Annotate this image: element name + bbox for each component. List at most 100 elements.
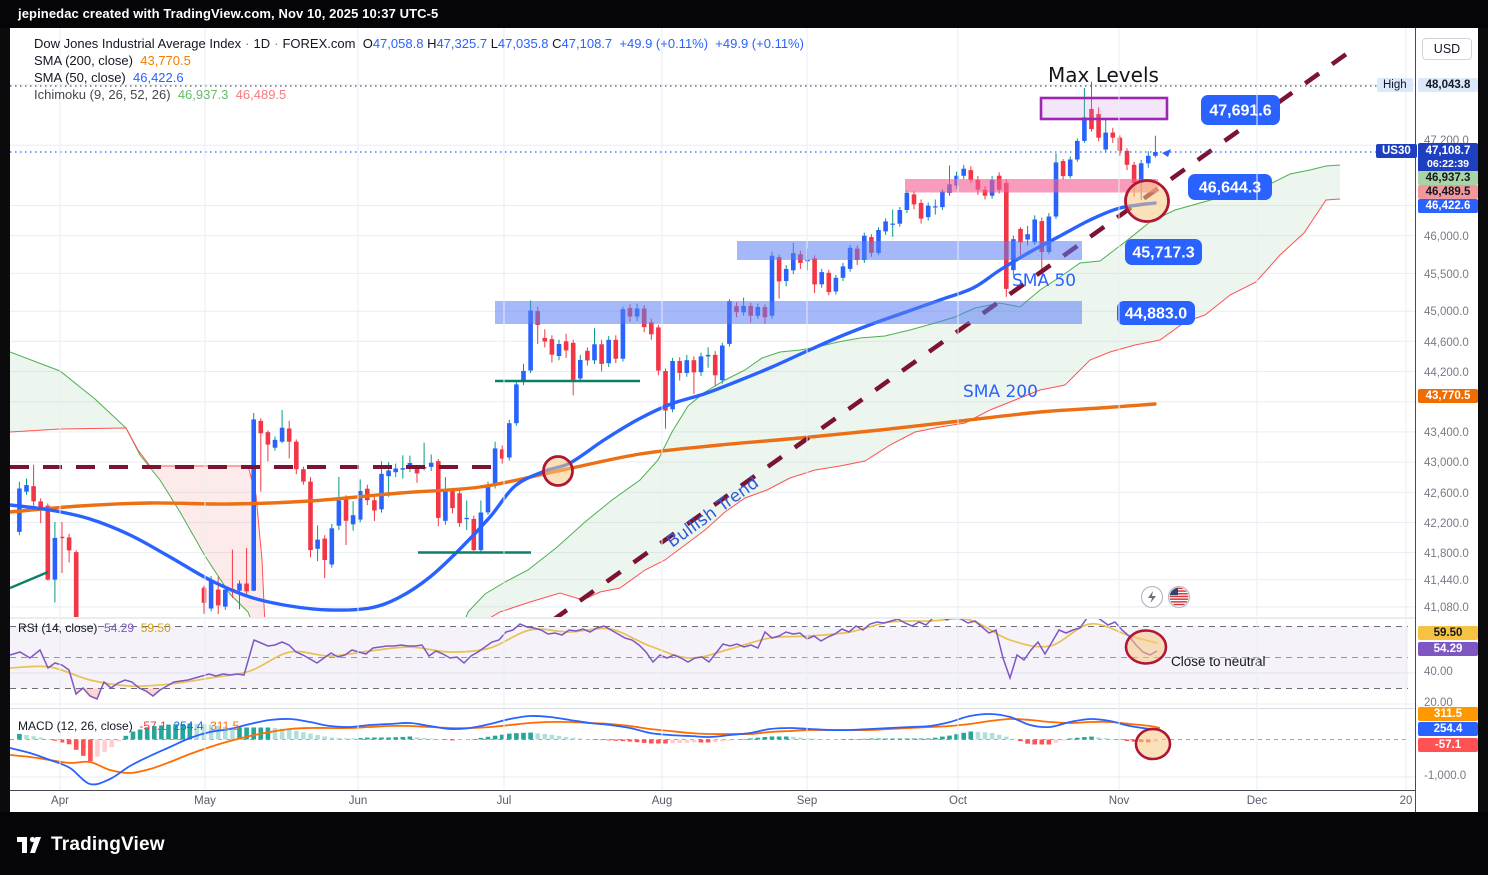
candle-body[interactable] [918, 202, 924, 219]
candle-body[interactable] [45, 505, 51, 580]
candle-body[interactable] [982, 189, 988, 196]
candle-body[interactable] [1060, 161, 1066, 177]
candle-body[interactable] [215, 589, 221, 606]
candle-body[interactable] [315, 539, 320, 549]
candle-body[interactable] [457, 493, 462, 524]
ichimoku-label[interactable]: Ichimoku (9, 26, 52, 26) [34, 87, 171, 102]
support-line-teal-3[interactable] [10, 570, 49, 590]
candle-body[interactable] [265, 432, 271, 445]
candle-body[interactable] [819, 272, 824, 285]
candle-body[interactable] [38, 501, 43, 509]
candle-body[interactable] [329, 528, 335, 565]
candle-body[interactable] [599, 344, 604, 364]
candle-body[interactable] [450, 491, 455, 509]
level-chip-457173[interactable]: 45,717.3 [1125, 239, 1202, 265]
candle-body[interactable] [691, 360, 697, 373]
candle-body[interactable] [720, 345, 725, 381]
candle-body[interactable] [499, 449, 505, 459]
candle-body[interactable] [585, 350, 590, 361]
currency-selector[interactable]: USD [1422, 38, 1472, 60]
candle-body[interactable] [783, 268, 789, 281]
sma50-legend[interactable]: SMA (50, close) 46,422.6 [34, 70, 184, 85]
max-levels-box[interactable] [1039, 96, 1169, 121]
candle-body[interactable] [258, 420, 264, 434]
candle-body[interactable] [656, 327, 661, 371]
level-chip-448830[interactable]: 44,883.0 [1117, 301, 1195, 325]
max-levels-annotation[interactable]: Max Levels [1048, 63, 1159, 87]
candle-body[interactable] [1124, 150, 1130, 165]
candle-body[interactable] [1018, 228, 1023, 243]
highlight-circle-2[interactable] [1124, 179, 1170, 223]
resistance-zone-pink[interactable] [905, 179, 1158, 193]
candle-body[interactable] [443, 491, 448, 521]
candle-body[interactable] [1004, 182, 1009, 289]
candle-body[interactable] [379, 473, 384, 510]
candle-body[interactable] [663, 371, 668, 411]
highlight-circle-1[interactable] [542, 455, 574, 487]
candle-body[interactable] [698, 356, 704, 373]
support-zone-blue-1[interactable] [737, 241, 1082, 260]
candle-body[interactable] [244, 583, 249, 592]
rsi-legend[interactable]: RSI (14, close) 54.29 59.50 [18, 621, 171, 635]
candle-body[interactable] [1075, 140, 1080, 160]
candle-body[interactable] [322, 538, 327, 560]
candle-body[interactable] [279, 427, 285, 442]
candle-body[interactable] [1117, 137, 1123, 151]
candle-body[interactable] [414, 468, 420, 474]
rsi-label[interactable]: RSI (14, close) [18, 621, 98, 635]
candle-body[interactable] [670, 361, 675, 410]
candle-body[interactable] [933, 206, 938, 208]
sma50-label[interactable]: SMA (50, close) [34, 70, 126, 85]
candle-body[interactable] [968, 170, 974, 180]
rsi-highlight-circle[interactable] [1124, 629, 1168, 665]
candle-body[interactable] [400, 468, 406, 470]
candle-body[interactable] [464, 517, 469, 520]
candle-body[interactable] [940, 191, 945, 208]
tradingview-logo[interactable]: TradingView [16, 832, 165, 858]
candle-body[interactable] [769, 255, 775, 316]
candle-body[interactable] [791, 253, 796, 271]
level-chip-466443[interactable]: 46,644.3 [1188, 174, 1272, 200]
candle-body[interactable] [31, 486, 36, 502]
interval-label[interactable]: 1D [253, 36, 271, 51]
candle-body[interactable] [776, 257, 782, 282]
candle-body[interactable] [549, 339, 555, 355]
candle-body[interactable] [606, 339, 611, 364]
candle-body[interactable] [1039, 221, 1045, 252]
candle-body[interactable] [826, 272, 832, 293]
candle-body[interactable] [542, 337, 548, 342]
candle-body[interactable] [286, 428, 292, 442]
macd-legend[interactable]: MACD (12, 26, close) -57.1 254.4 311.5 [18, 719, 239, 733]
candle-body[interactable] [1138, 163, 1144, 183]
candle-body[interactable] [1025, 234, 1030, 240]
ichimoku-legend[interactable]: Ichimoku (9, 26, 52, 26) 46,937.3 46,489… [34, 87, 286, 102]
candle-body[interactable] [578, 360, 583, 379]
candle-body[interactable] [840, 266, 846, 278]
level-chip-476916[interactable]: 47,691.6 [1201, 95, 1280, 125]
exchange-label[interactable]: FOREX.com [282, 36, 356, 51]
sma200-annotation[interactable]: SMA 200 [963, 382, 1038, 402]
symbol-legend[interactable]: Dow Jones Industrial Average Index · 1D · FO… [34, 36, 804, 51]
close-to-neutral-annotation[interactable]: Close to neutral [1171, 654, 1266, 669]
candle-body[interactable] [883, 221, 888, 232]
candle-body[interactable] [301, 469, 306, 482]
candle-body[interactable] [492, 448, 498, 485]
candle-body[interactable] [308, 481, 313, 551]
candle-body[interactable] [1046, 216, 1052, 253]
support-zone-blue-2[interactable] [495, 301, 1082, 324]
candle-body[interactable] [833, 277, 839, 292]
price-axis[interactable]: 47,200.0 46,000.0 45,500.0 45,000.0 44,600.0… [1415, 28, 1478, 812]
symbol-title[interactable]: Dow Jones Industrial Average Index [34, 36, 242, 51]
candle-body[interactable] [684, 360, 690, 373]
candle-body[interactable] [897, 210, 903, 224]
candle-body[interactable] [350, 515, 356, 525]
candle-body[interactable] [1110, 132, 1116, 138]
macd-highlight-circle[interactable] [1134, 727, 1172, 761]
candle-body[interactable] [556, 344, 562, 356]
candle-body[interactable] [1082, 117, 1087, 141]
sma200-legend[interactable]: SMA (200, close) 43,770.5 [34, 53, 191, 68]
candle-body[interactable] [24, 485, 29, 492]
candle-body[interactable] [201, 587, 207, 603]
candle-body[interactable] [812, 258, 817, 285]
